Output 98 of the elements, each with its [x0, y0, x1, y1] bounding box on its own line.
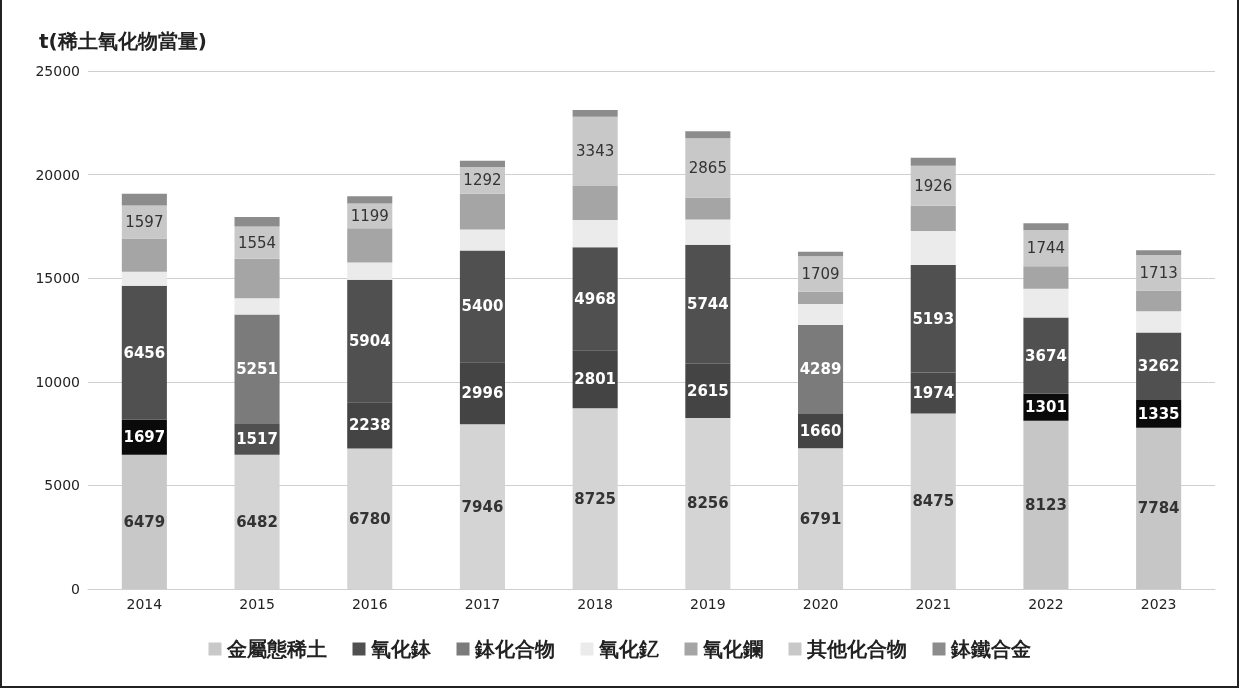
bar: [1023, 288, 1069, 318]
bar: [685, 219, 731, 245]
data-label: 8123: [1025, 495, 1067, 514]
data-label: 2996: [461, 384, 504, 403]
data-label: 8725: [574, 489, 617, 508]
bar: [459, 229, 505, 251]
bar: [798, 304, 844, 326]
data-label: 1660: [799, 422, 842, 441]
y-tick-label: 20000: [35, 166, 80, 183]
bar: [1023, 266, 1069, 289]
bar: [121, 271, 167, 286]
data-label: 1713: [1139, 263, 1178, 282]
data-label: 1697: [123, 428, 166, 447]
y-tick-label: 10000: [35, 373, 80, 390]
bar: [798, 325, 844, 414]
data-label: 5193: [912, 309, 955, 328]
data-label: 6780: [348, 509, 391, 528]
data-label: 4968: [574, 289, 617, 308]
legend-label: 氧化釔: [597, 637, 659, 661]
data-label: 1292: [463, 171, 502, 190]
x-tick-label: 2020: [802, 596, 839, 612]
bar: [121, 285, 167, 420]
bar: [347, 262, 393, 280]
data-label: 5251: [236, 359, 278, 378]
data-label: 7784: [1137, 499, 1180, 518]
y-tick-label: 0: [71, 581, 80, 597]
data-label: 7946: [461, 497, 504, 516]
bar: [234, 298, 280, 315]
x-tick-label: 2016: [351, 596, 388, 612]
x-tick-label: 2021: [915, 596, 952, 612]
bar: [910, 205, 956, 232]
data-label: 5400: [461, 297, 504, 316]
data-label: 8256: [686, 494, 729, 513]
x-tick-label: 2018: [577, 596, 613, 612]
y-tick-label: 5000: [44, 477, 80, 494]
bar: [121, 193, 167, 206]
data-label: 1744: [1026, 239, 1066, 258]
bar: [347, 196, 393, 204]
data-label: 6791: [799, 509, 842, 528]
legend-label: 其他化合物: [805, 637, 907, 661]
bar: [347, 228, 393, 263]
data-label: 8475: [912, 492, 955, 511]
data-label: 1554: [237, 233, 277, 252]
bar: [234, 258, 280, 299]
y-tick-label: 25000: [35, 63, 80, 79]
x-tick-label: 2017: [464, 596, 501, 612]
data-label: 6456: [123, 343, 166, 362]
data-label: 3343: [576, 142, 615, 161]
bar: [1136, 332, 1182, 401]
bar: [910, 231, 956, 265]
data-label: 1709: [801, 264, 840, 283]
legend-label: 鉢化合物: [473, 637, 555, 661]
bar: [1136, 250, 1182, 256]
data-label: 1597: [125, 213, 164, 232]
x-tick-label: 2019: [690, 596, 726, 612]
data-label: 2238: [348, 416, 391, 435]
bar: [234, 216, 280, 227]
data-label: 1926: [914, 176, 953, 195]
data-label: 3262: [1137, 357, 1180, 376]
y-tick-label: 15000: [35, 270, 80, 287]
x-tick-label: 2015: [239, 596, 275, 612]
data-label: 6479: [123, 512, 166, 531]
legend-label: 氧化鉢: [369, 637, 432, 661]
x-tick-label: 2023: [1140, 596, 1177, 612]
legend-label: 金屬態稀土: [225, 637, 327, 661]
bar: [459, 160, 505, 168]
data-label: 1974: [912, 383, 955, 402]
data-label: 1301: [1025, 398, 1067, 417]
x-tick-label: 2014: [126, 596, 163, 612]
bar: [459, 193, 505, 230]
data-label: 1199: [350, 206, 389, 225]
bar: [685, 197, 731, 220]
data-label: 5744: [686, 295, 729, 314]
data-label: 2615: [686, 381, 729, 400]
bar: [798, 291, 844, 305]
bar: [685, 131, 731, 139]
bar: [234, 314, 280, 424]
data-label: 2865: [688, 158, 727, 177]
bar: [1023, 223, 1069, 231]
y-axis-title: t(稀土氧化物當量): [39, 29, 207, 53]
data-label: 1517: [236, 429, 278, 448]
bar: [572, 185, 618, 220]
data-label: 6482: [236, 512, 278, 531]
data-label: 2801: [574, 370, 617, 389]
data-label: 5904: [348, 331, 391, 350]
bar: [1136, 311, 1182, 333]
bar: [1023, 317, 1069, 394]
bar: [572, 219, 618, 248]
x-tick-label: 2022: [1028, 596, 1064, 612]
data-label: 4289: [799, 360, 842, 379]
bar: [910, 157, 956, 166]
bar: [1136, 290, 1182, 312]
bar: [572, 110, 618, 117]
bar: [121, 238, 167, 272]
data-label: 1335: [1137, 404, 1180, 423]
legend-label: 氧化鑭: [701, 637, 763, 661]
legend-label: 鉢鐵合金: [949, 637, 1031, 661]
data-label: 3674: [1025, 346, 1067, 365]
